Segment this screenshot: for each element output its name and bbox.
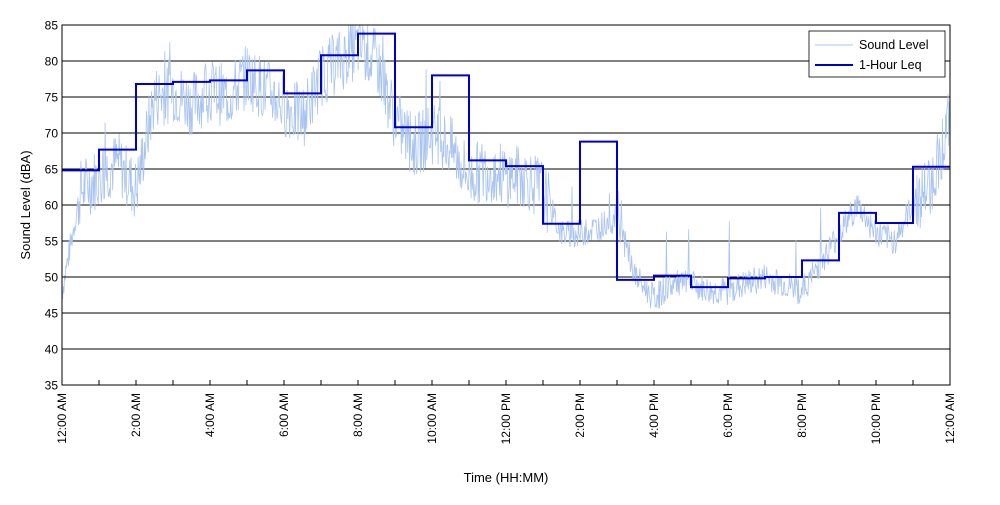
y-axis-label: Sound Level (dBA): [18, 150, 33, 259]
x-tick-label: 2:00 AM: [129, 393, 143, 437]
x-tick-label: 6:00 PM: [721, 393, 735, 438]
y-tick-label: 40: [45, 343, 59, 357]
y-tick-label: 50: [45, 271, 59, 285]
x-tick-label: 8:00 AM: [351, 393, 365, 437]
legend-entry-1-hour-leq: 1-Hour Leq: [859, 58, 922, 72]
series-1-hour-leq: [62, 32, 950, 289]
y-tick-label: 55: [45, 235, 59, 249]
x-tick-label: 10:00 PM: [869, 393, 883, 444]
y-tick-label: 65: [45, 163, 59, 177]
x-tick-label: 10:00 AM: [425, 393, 439, 444]
x-tick-label: 12:00 PM: [499, 393, 513, 444]
x-tick-label: 4:00 PM: [647, 393, 661, 438]
y-tick-label: 45: [45, 307, 59, 321]
legend[interactable]: Sound Level 1-Hour Leq: [808, 30, 946, 78]
x-axis-ticks: 12:00 AM 2:00 AM 4:00 AM 6:00 AM 8:00 AM 10:0…: [55, 380, 957, 444]
leq-step-line: [62, 32, 950, 289]
x-tick-label: 12:00 AM: [55, 393, 69, 444]
y-tick-label: 80: [45, 55, 59, 69]
y-tick-label: 35: [45, 379, 59, 393]
legend-box: [808, 30, 946, 78]
y-tick-label: 60: [45, 199, 59, 213]
x-axis-label: Time (HH:MM): [464, 470, 549, 485]
legend-entry-sound-level: Sound Level: [859, 38, 929, 52]
x-tick-label: 4:00 AM: [203, 393, 217, 437]
x-tick-label: 6:00 AM: [277, 393, 291, 437]
y-tick-label: 85: [45, 19, 59, 33]
y-tick-label: 70: [45, 127, 59, 141]
y-tick-label: 75: [45, 91, 59, 105]
x-tick-label: 8:00 PM: [795, 393, 809, 438]
y-axis-ticks: 35 40 45 50 55 60 65 70 75 80 85: [45, 19, 67, 393]
x-tick-label: 2:00 PM: [573, 393, 587, 438]
x-tick-label: 12:00 AM: [943, 393, 957, 444]
